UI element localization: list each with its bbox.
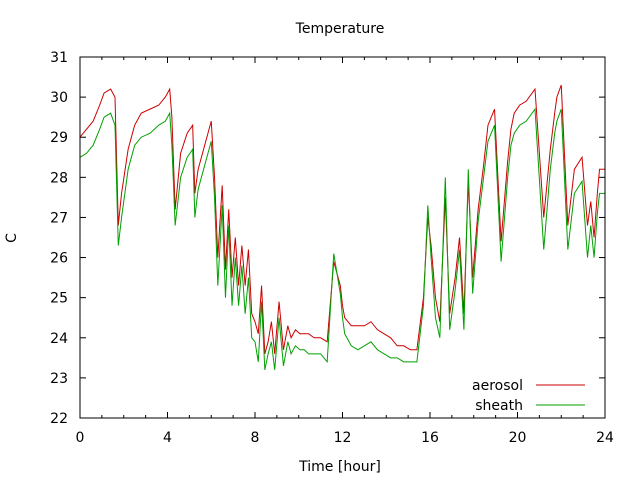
- y-tick-label: 30: [50, 90, 68, 106]
- y-tick-label: 24: [50, 331, 68, 347]
- legend-label-aerosol: aerosol: [472, 378, 523, 394]
- x-tick-label: 4: [163, 430, 172, 446]
- y-tick-label: 27: [50, 210, 68, 226]
- y-axis-title: C: [4, 233, 20, 243]
- legend-label-sheath: sheath: [475, 398, 523, 414]
- series-line-sheath: [79, 107, 605, 370]
- y-tick-label: 26: [50, 251, 68, 267]
- y-tick-label: 23: [50, 371, 68, 387]
- y-tick-label: 31: [50, 50, 68, 66]
- series-line-aerosol: [79, 84, 605, 354]
- chart-title: Temperature: [295, 21, 385, 37]
- x-tick-label: 12: [334, 430, 352, 446]
- x-tick-label: 24: [596, 430, 614, 446]
- legend: aerosol sheath: [472, 378, 585, 414]
- x-tick-label: 16: [421, 430, 439, 446]
- y-tick-label: 22: [50, 411, 68, 427]
- x-tick-label: 0: [76, 430, 85, 446]
- plot-lines: [79, 84, 605, 370]
- y-tick-label: 25: [50, 291, 68, 307]
- axis-ticks: 22 23 24 25 26 27 28 29 30 31 0 4 8 12 16 20 24: [50, 50, 614, 446]
- x-tick-label: 8: [251, 430, 260, 446]
- x-axis-title: Time [hour]: [298, 459, 381, 475]
- plot-frame: [79, 56, 606, 419]
- y-tick-label: 29: [50, 130, 68, 146]
- x-tick-label: 20: [509, 430, 527, 446]
- y-tick-label: 28: [50, 170, 68, 186]
